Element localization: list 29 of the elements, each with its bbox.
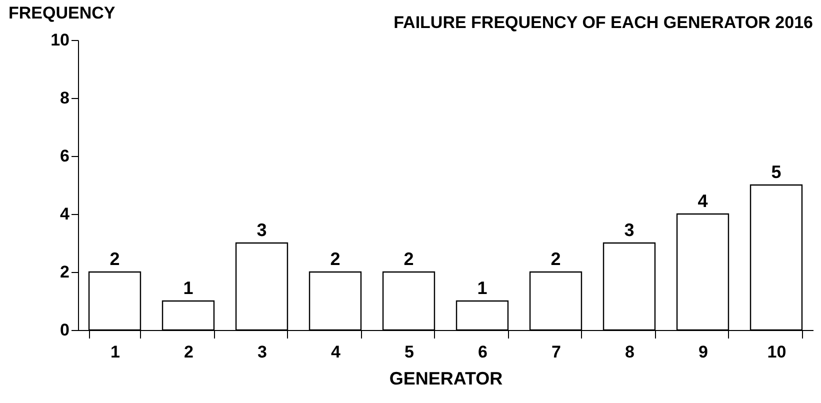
x-tick-label: 6 — [478, 342, 488, 362]
x-tick-label: 7 — [552, 342, 561, 362]
x-tick-label: 1 — [110, 342, 120, 362]
y-tick-label: 2 — [60, 262, 70, 282]
x-tick-label: 2 — [184, 342, 194, 362]
y-tick-label: 10 — [50, 30, 70, 50]
x-tick-label: 9 — [698, 342, 708, 362]
y-tick-label: 8 — [60, 88, 70, 108]
data-label: 2 — [404, 249, 414, 269]
y-tick-label: 4 — [60, 204, 70, 224]
data-label: 2 — [550, 249, 561, 269]
data-label: 2 — [330, 249, 340, 269]
chart-title: FAILURE FREQUENCY OF EACH GENERATOR 2016 — [394, 13, 813, 32]
y-tick-label: 6 — [60, 146, 70, 166]
x-tick-label: 5 — [404, 342, 414, 362]
data-label: 1 — [477, 278, 488, 298]
y-tick-label: 0 — [60, 320, 70, 340]
data-label: 1 — [183, 278, 194, 298]
x-axis-title: GENERATOR — [389, 368, 503, 388]
data-label: 2 — [110, 249, 120, 269]
data-label: 4 — [698, 191, 708, 211]
x-tick-label: 3 — [258, 342, 267, 362]
y-axis-title: FREQUENCY — [8, 4, 116, 22]
x-tick-label: 8 — [625, 342, 634, 362]
data-label: 5 — [771, 162, 782, 182]
x-tick-label: 10 — [767, 342, 786, 362]
data-label: 3 — [256, 220, 267, 240]
data-label: 3 — [624, 220, 634, 240]
x-tick-label: 4 — [331, 342, 342, 362]
